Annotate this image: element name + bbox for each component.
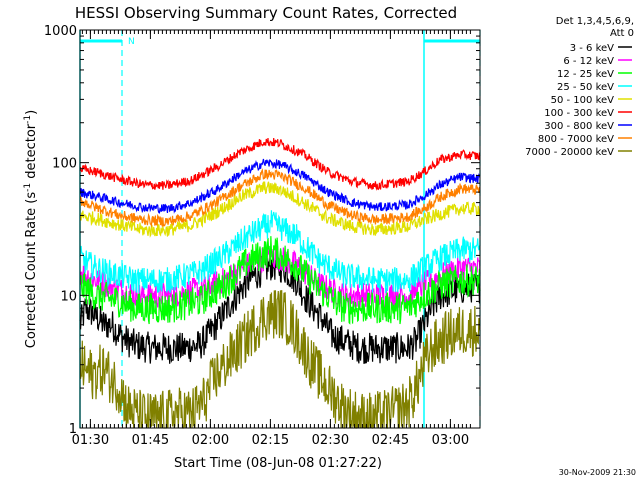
x-tick-label: 02:00 bbox=[192, 433, 229, 448]
y-tick-label: 10 bbox=[60, 289, 77, 304]
legend-entry-label: 7000 - 20000 keV bbox=[525, 147, 614, 158]
x-tick-label: 03:00 bbox=[432, 433, 469, 448]
x-axis-label: Start Time (08-Jun-08 01:27:22) bbox=[174, 456, 382, 471]
legend-entry-label: 100 - 300 keV bbox=[544, 108, 614, 119]
series-line bbox=[79, 168, 481, 228]
legend-entry-label: 3 - 6 keV bbox=[570, 43, 614, 54]
series-line bbox=[79, 158, 481, 214]
y-tick-label: 100 bbox=[52, 157, 77, 172]
y-tick-label: 1000 bbox=[44, 24, 77, 39]
x-tick-label: 01:45 bbox=[132, 433, 169, 448]
x-tick-label: 02:15 bbox=[252, 433, 289, 448]
night-label: N bbox=[128, 37, 135, 47]
legend-entry-label: 25 - 50 keV bbox=[557, 82, 614, 93]
plot-frame bbox=[79, 29, 481, 429]
footer-timestamp: 30-Nov-2009 21:30 bbox=[559, 468, 636, 477]
series-line bbox=[79, 210, 481, 294]
y-axis-label: Corrected Count Rate (s-1 detector-1) bbox=[23, 110, 39, 348]
series-line bbox=[79, 236, 481, 325]
x-tick-label: 02:30 bbox=[312, 433, 349, 448]
legend-header: Att 0 bbox=[610, 28, 634, 39]
series-line bbox=[79, 138, 481, 191]
series-line bbox=[79, 180, 481, 238]
plot-area: N 1 10 100 1000 01:30 01:45 02:00 02:15 02:30 02:… bbox=[44, 24, 481, 448]
y-tick-label: 1 bbox=[69, 422, 77, 437]
x-tick-label: 01:30 bbox=[72, 433, 109, 448]
legend-entry-label: 50 - 100 keV bbox=[551, 95, 615, 106]
legend-entry-label: 12 - 25 keV bbox=[557, 69, 614, 80]
legend-header: Det 1,3,4,5,6,9, bbox=[556, 16, 634, 27]
chart-title: HESSI Observing Summary Count Rates, Cor… bbox=[75, 4, 457, 22]
legend-entry-label: 800 - 7000 keV bbox=[538, 134, 614, 145]
legend-entry-label: 6 - 12 keV bbox=[563, 56, 614, 67]
legend-entry-label: 300 - 800 keV bbox=[544, 121, 614, 132]
x-tick-label: 02:45 bbox=[372, 433, 409, 448]
legend: Det 1,3,4,5,6,9,Att 0 3 - 6 keV 6 - 12 keV… bbox=[525, 16, 634, 158]
